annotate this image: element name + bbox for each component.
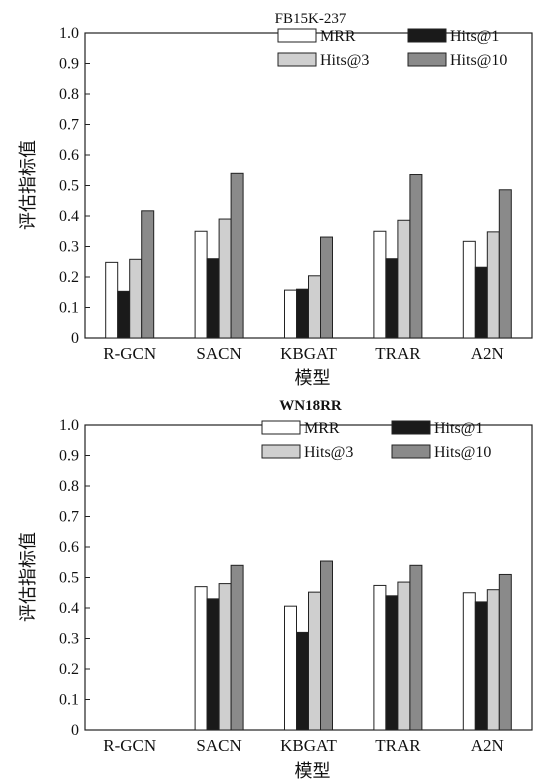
y-tick-label: 0.3: [59, 631, 79, 648]
bar-mrr: [284, 605, 297, 731]
legend-label: Hits@10: [434, 444, 491, 461]
y-tick-label: 0.6: [59, 539, 79, 556]
bar-mrr: [194, 586, 208, 731]
bar-hits-at-10: [320, 236, 333, 339]
bar-mrr: [462, 240, 476, 339]
bar-hits-at-1: [385, 258, 399, 339]
x-category-label: KBGAT: [280, 344, 337, 363]
y-tick-label: 0.4: [59, 208, 79, 225]
bar-hits-at-3: [218, 583, 232, 731]
y-tick-label: 0.5: [59, 178, 79, 195]
y-tick-label: 0.8: [59, 478, 79, 495]
chart-panel-1: FB15K-237 0 0.1 0.2 0.3 0.4 0.5 0.6 0.7 0.8 0.9 1.0…: [18, 11, 533, 388]
y-axis-label: 评估指标值: [18, 532, 38, 622]
legend-label: Hits@3: [304, 444, 353, 461]
legend-swatch: [391, 444, 431, 459]
bar-hits-at-10: [498, 189, 512, 339]
bar-hits-at-10: [230, 172, 244, 339]
bar-mrr: [105, 261, 119, 339]
bar-hits-at-3: [486, 231, 500, 339]
bar-hits-at-3: [397, 581, 411, 731]
y-tick-label: 0.7: [59, 117, 79, 134]
legend-label: Hits@1: [450, 28, 499, 45]
bar-mrr: [194, 230, 208, 339]
legend-label: Hits@1: [434, 420, 483, 437]
bar-mrr: [373, 230, 387, 339]
x-axis-label: 模型: [295, 761, 331, 781]
bar-hits-at-3: [129, 258, 143, 339]
bar-hits-at-3: [397, 219, 411, 339]
bar-hits-at-1: [385, 595, 399, 731]
y-tick-label: 0: [71, 330, 79, 347]
legend-swatch: [277, 28, 317, 43]
y-tick-label: 0.4: [59, 600, 79, 617]
y-tick-label: 0.1: [59, 692, 79, 709]
bar-mrr: [462, 592, 476, 731]
y-tick-label: 0.7: [59, 509, 79, 526]
bar-mrr: [373, 584, 387, 731]
y-tick-label: 0.5: [59, 570, 79, 587]
bar-hits-at-3: [486, 589, 500, 731]
bar-hits-at-1: [296, 631, 309, 731]
bar-hits-at-10: [409, 174, 423, 339]
x-category-label: TRAR: [375, 344, 421, 363]
y-tick-label: 1.0: [59, 25, 79, 42]
legend-label: Hits@3: [320, 52, 369, 69]
x-axis-label: 模型: [295, 368, 331, 388]
bar-hits-at-10: [141, 210, 155, 339]
x-category-label: KBGAT: [280, 736, 337, 755]
y-tick-label: 0.1: [59, 300, 79, 317]
bar-hits-at-3: [308, 275, 321, 339]
chart-panel-2: WN18RR 0 0.1 0.2 0.3 0.4 0.5 0.6 0.7 0.8 0.9 1.0 评估指…: [18, 398, 533, 781]
legend-swatch: [407, 28, 447, 43]
bar-hits-at-10: [320, 560, 333, 731]
y-tick-label: 0.3: [59, 239, 79, 256]
y-tick-label: 0.2: [59, 269, 79, 286]
x-category-label: SACN: [196, 736, 241, 755]
legend-swatch: [261, 420, 301, 435]
bar-hits-at-1: [206, 258, 220, 339]
x-category-label: A2N: [471, 736, 504, 755]
x-category-label: A2N: [471, 344, 504, 363]
bar-hits-at-1: [296, 288, 309, 339]
y-tick-label: 1.0: [59, 417, 79, 434]
x-category-label: R-GCN: [103, 344, 156, 363]
legend-swatch: [261, 444, 301, 459]
y-axis-label: 评估指标值: [18, 140, 38, 230]
bar-hits-at-10: [409, 564, 423, 731]
bar-hits-at-10: [230, 564, 244, 731]
x-category-label: SACN: [196, 344, 241, 363]
chart-title: FB15K-237: [275, 11, 347, 27]
legend-swatch: [277, 52, 317, 67]
legend-swatch: [407, 52, 447, 67]
bar-hits-at-1: [474, 601, 488, 731]
bar-mrr: [284, 289, 297, 339]
y-tick-label: 0.8: [59, 86, 79, 103]
y-tick-label: 0.2: [59, 661, 79, 678]
chart-title: WN18RR: [279, 398, 342, 414]
y-tick-label: 0.9: [59, 448, 79, 465]
bar-hits-at-1: [474, 266, 488, 339]
legend-label: MRR: [320, 28, 356, 45]
bar-hits-at-10: [498, 573, 512, 731]
legend-label: Hits@10: [450, 52, 507, 69]
y-tick-label: 0.9: [59, 56, 79, 73]
legend-swatch: [391, 420, 431, 435]
x-category-label: TRAR: [375, 736, 421, 755]
y-tick-label: 0.6: [59, 147, 79, 164]
y-tick-label: 0: [71, 722, 79, 739]
bar-hits-at-3: [218, 218, 232, 339]
bar-hits-at-1: [117, 290, 131, 339]
bar-hits-at-1: [206, 598, 220, 731]
x-category-label: R-GCN: [103, 736, 156, 755]
legend-label: MRR: [304, 420, 340, 437]
bar-hits-at-3: [308, 591, 321, 731]
